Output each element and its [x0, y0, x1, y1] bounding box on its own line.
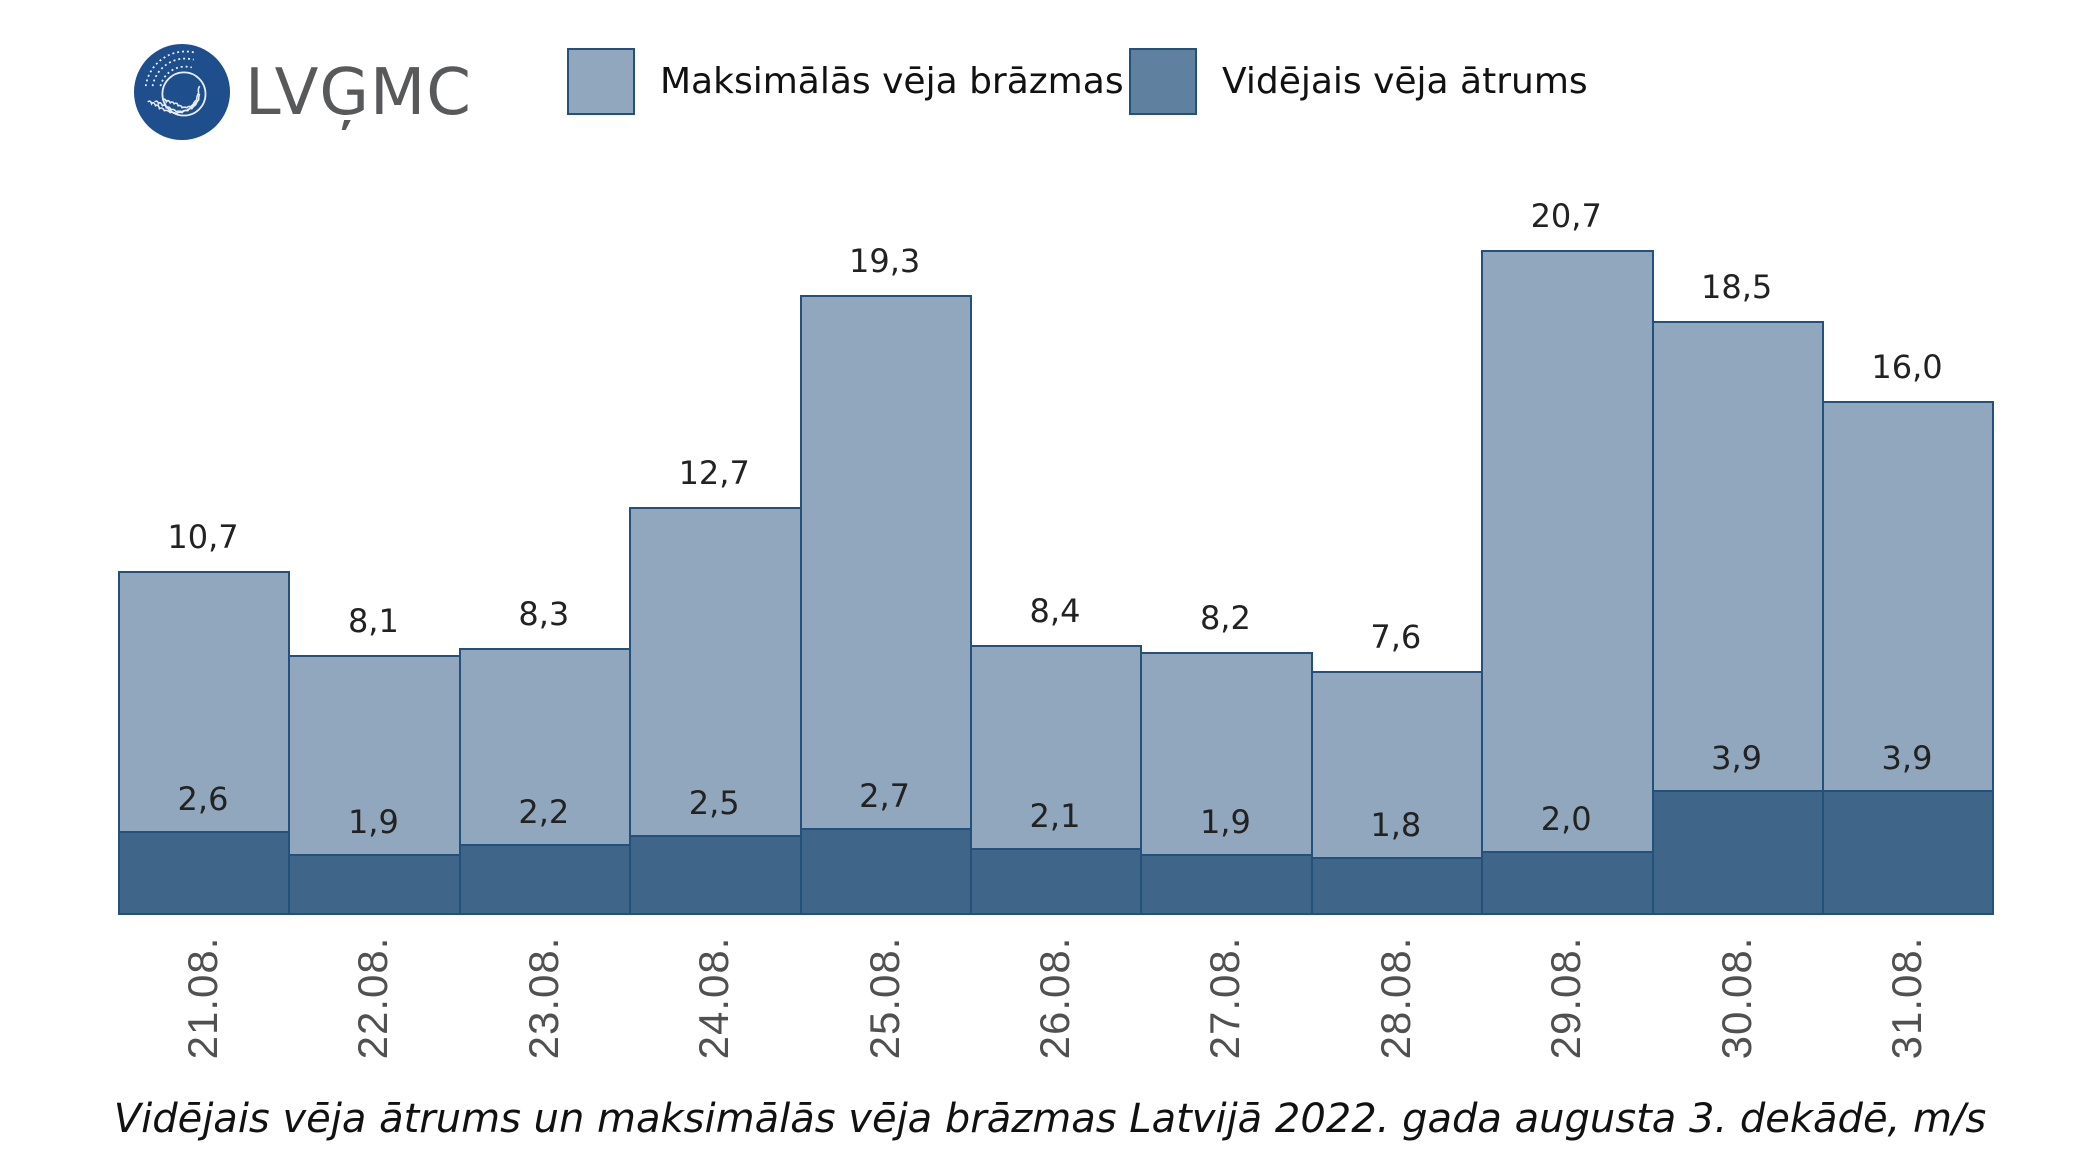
value-label-avg-speed: 3,9 [1881, 738, 1933, 777]
x-axis-tick-label: 28.08. [1311, 933, 1481, 1063]
x-axis-tick-label: 25.08. [800, 933, 970, 1063]
x-axis-tick-text: 24.08. [690, 936, 738, 1060]
x-axis-tick-text: 31.08. [1883, 936, 1930, 1060]
x-axis-tick-text: 30.08. [1712, 936, 1760, 1060]
bar-avg-speed [1481, 850, 1654, 915]
bar-avg-speed [629, 834, 802, 915]
x-axis-tick-label: 26.08. [970, 933, 1140, 1063]
bar-avg-speed [970, 847, 1143, 915]
value-label-avg-speed: 2,2 [518, 793, 570, 832]
chart-title: Vidējais vēja ātrums un maksimālās vēja … [113, 1096, 1987, 1142]
value-label-max-gusts: 12,7 [678, 453, 750, 492]
x-axis-tick-text: 22.08. [349, 936, 397, 1060]
x-axis-tick-text: 28.08. [1371, 936, 1419, 1060]
lvgmc-logo-text: LVĢMC [245, 56, 472, 130]
value-label-max-gusts: 8,1 [347, 601, 399, 640]
lvgmc-logo-icon [133, 43, 231, 141]
value-label-avg-speed: 2,7 [859, 777, 911, 816]
value-label-max-gusts: 10,7 [167, 518, 239, 557]
bar-avg-speed [118, 831, 291, 915]
x-axis-tick-text: 29.08. [1542, 936, 1590, 1060]
x-axis-tick-label: 24.08. [629, 933, 799, 1063]
value-label-max-gusts: 8,2 [1199, 598, 1251, 637]
legend-item-avg-speed: Vidējais vēja ātrums [1129, 46, 1588, 116]
value-label-avg-speed: 1,9 [1199, 802, 1251, 841]
x-axis-tick-label: 27.08. [1140, 933, 1310, 1063]
x-axis-tick-label: 31.08. [1822, 933, 1992, 1063]
legend-label-avg-speed: Vidējais vēja ātrums [1222, 60, 1588, 102]
value-label-avg-speed: 2,6 [177, 780, 229, 819]
bar-avg-speed [799, 828, 972, 915]
value-label-avg-speed: 1,9 [347, 802, 399, 841]
bar-max-gusts [799, 294, 972, 915]
x-axis-tick-text: 25.08. [860, 936, 908, 1060]
value-label-avg-speed: 2,1 [1029, 796, 1081, 835]
x-axis-tick-text: 23.08. [519, 936, 567, 1060]
value-label-max-gusts: 7,6 [1370, 617, 1422, 656]
x-axis-tick-label: 30.08. [1652, 933, 1822, 1063]
value-label-avg-speed: 1,8 [1370, 806, 1422, 845]
legend-swatch-avg-speed [1129, 47, 1197, 115]
x-axis-tick-label: 22.08. [288, 933, 458, 1063]
bar-avg-speed [458, 844, 632, 915]
legend-label-max-gusts: Maksimālās vēja brāzmas [660, 60, 1124, 102]
value-label-max-gusts: 8,4 [1029, 592, 1081, 631]
bar-avg-speed [288, 853, 461, 915]
x-axis-tick-text: 21.08. [179, 936, 226, 1060]
value-label-max-gusts: 19,3 [848, 241, 921, 280]
x-axis-tick-label: 29.08. [1481, 933, 1651, 1063]
value-label-max-gusts: 18,5 [1700, 267, 1773, 306]
x-axis-tick-text: 26.08. [1031, 936, 1078, 1060]
value-label-max-gusts: 20,7 [1530, 196, 1602, 235]
bar-avg-speed [1140, 853, 1313, 915]
bar-avg-speed [1822, 789, 1995, 915]
x-axis-tick-label: 23.08. [459, 933, 629, 1063]
bar-avg-speed [1310, 857, 1484, 915]
bar-avg-speed [1651, 789, 1824, 915]
legend-swatch-max-gusts [567, 47, 635, 115]
value-label-avg-speed: 2,0 [1540, 799, 1592, 838]
x-axis-tick-label: 21.08. [118, 933, 288, 1063]
value-label-max-gusts: 8,3 [518, 595, 570, 634]
x-axis-tick-text: 27.08. [1201, 936, 1249, 1060]
legend-item-max-gusts: Maksimālās vēja brāzmas [567, 46, 1124, 116]
bar-max-gusts [1481, 249, 1654, 915]
value-label-avg-speed: 3,9 [1711, 738, 1763, 777]
lvgmc-logo: LVĢMC [133, 43, 573, 143]
value-label-max-gusts: 16,0 [1871, 347, 1943, 386]
value-label-avg-speed: 2,5 [688, 783, 740, 822]
